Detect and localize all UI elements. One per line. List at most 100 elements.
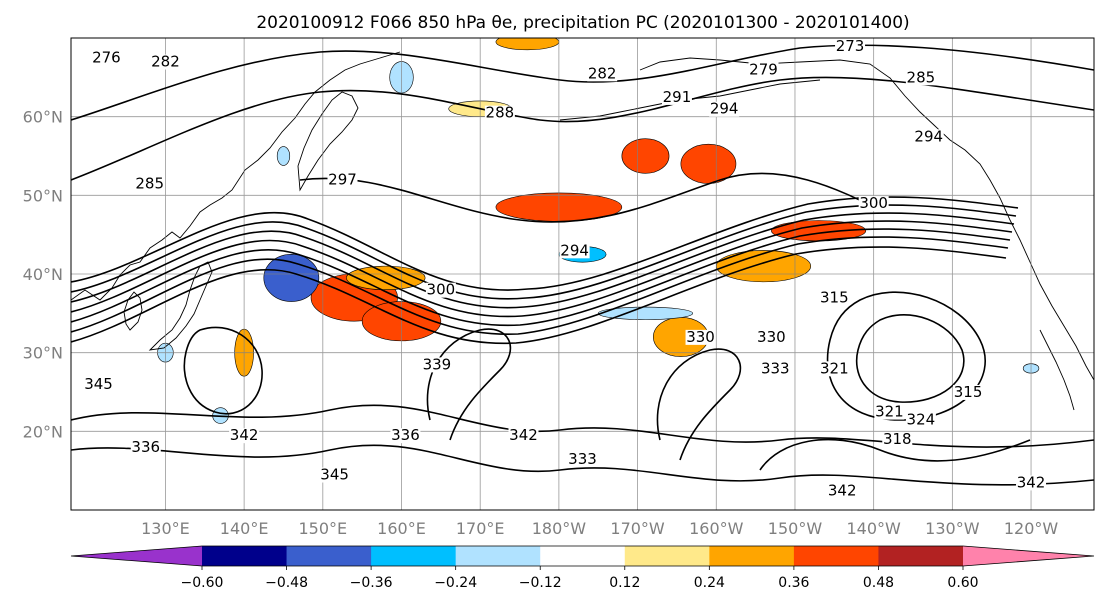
contour-label: 333 bbox=[568, 450, 597, 468]
colorbar-tick-label: −0.48 bbox=[265, 575, 308, 591]
colorbar-segment bbox=[878, 546, 964, 566]
contour-label: 342 bbox=[1017, 473, 1046, 491]
precip-region-8 bbox=[715, 250, 812, 283]
colorbar-segment bbox=[202, 546, 288, 566]
contour-label-background bbox=[748, 62, 779, 78]
colorbar-segment bbox=[624, 546, 710, 566]
contour-label-background bbox=[760, 361, 791, 377]
contour-jet-band-7 bbox=[71, 246, 1007, 345]
lon-tick-label: 130°W bbox=[925, 519, 980, 538]
contour-label: 345 bbox=[84, 375, 113, 393]
contour-label-background bbox=[559, 243, 590, 259]
colorbar-segment bbox=[286, 546, 372, 566]
contour-jet-band-1 bbox=[71, 228, 1011, 327]
contour-label-background bbox=[827, 483, 858, 499]
contour-hook-3 bbox=[759, 438, 1031, 471]
contour-label: 300 bbox=[427, 281, 456, 299]
contour-label-background bbox=[484, 105, 515, 121]
contour-label: 315 bbox=[954, 383, 983, 401]
contour-labels: 276 282 285 297 294 282 288 273 279 291 294 285 294 3… bbox=[83, 37, 1047, 499]
latitude-axis: 60°N 50°N 40°N 30°N 20°N bbox=[23, 108, 63, 442]
precip-region-1 bbox=[346, 265, 426, 291]
contour-jet-band-6 bbox=[71, 236, 1009, 335]
lat-tick-label: 30°N bbox=[23, 344, 63, 363]
contour-label: 330 bbox=[686, 328, 715, 346]
colorbar: −0.60 −0.48 −0.36 −0.24 −0.12 0.12 0.24 0.36 0.4… bbox=[70, 545, 1095, 591]
coastline-baja bbox=[1039, 329, 1075, 411]
contour-subtropics-2 bbox=[71, 444, 1094, 486]
lat-tick-label: 20°N bbox=[23, 422, 63, 441]
contour-label-background bbox=[835, 38, 866, 54]
contour-label-background bbox=[91, 50, 122, 66]
colorbar-extend-low bbox=[71, 546, 202, 566]
contour-northern-2 bbox=[71, 44, 1094, 121]
contour-label-background bbox=[819, 290, 850, 306]
contour-label: 282 bbox=[588, 64, 617, 82]
contour-label: 339 bbox=[423, 355, 452, 373]
precip-region-4 bbox=[621, 138, 670, 174]
colorbar-segment bbox=[455, 546, 541, 566]
contour-label-background bbox=[83, 377, 114, 393]
contour-northern-1 bbox=[71, 76, 1094, 181]
theta-e-contours bbox=[71, 44, 1094, 486]
contour-label-background bbox=[425, 282, 456, 298]
contour-label-background bbox=[130, 440, 161, 455]
contour-label-background bbox=[905, 70, 936, 86]
contour-label-background bbox=[319, 467, 350, 483]
contour-label: 342 bbox=[230, 426, 259, 444]
colorbar-segment bbox=[709, 546, 795, 566]
contour-label-background bbox=[709, 101, 740, 117]
contour-label-background bbox=[858, 196, 889, 212]
contour-west-gyre bbox=[183, 326, 263, 415]
contour-label: 276 bbox=[92, 49, 121, 67]
colorbar-ticks: −0.60 −0.48 −0.36 −0.24 −0.12 0.12 0.24 0.36 0.4… bbox=[181, 566, 979, 591]
contour-label: 315 bbox=[820, 289, 849, 307]
coastline-japan bbox=[148, 261, 213, 351]
colorbar-segment bbox=[793, 546, 879, 566]
contour-label: 297 bbox=[328, 171, 357, 189]
lon-tick-label: 170°E bbox=[456, 519, 505, 538]
longitude-axis: 130°E 140°E 150°E 160°E 170°E 180°W 170°W 160°W… bbox=[141, 519, 1058, 538]
lon-tick-label: 150°W bbox=[768, 519, 823, 538]
contour-label-background bbox=[1016, 475, 1047, 491]
lon-tick-label: 170°W bbox=[610, 519, 665, 538]
contour-label-background bbox=[661, 89, 692, 105]
contour-label: 318 bbox=[883, 430, 912, 448]
contour-label: 273 bbox=[836, 37, 865, 55]
colorbar-tick-label: 0.12 bbox=[609, 575, 640, 591]
map-frame bbox=[70, 37, 1095, 511]
precip-region-16 bbox=[276, 146, 291, 166]
contour-label: 294 bbox=[560, 241, 589, 259]
contour-label: 342 bbox=[828, 481, 857, 499]
contour-label: 333 bbox=[761, 359, 790, 377]
colorbar-tick-label: −0.12 bbox=[519, 575, 562, 591]
chart-title: 2020100912 F066 850 hPa θe, precipitatio… bbox=[256, 13, 909, 33]
contour-label-background bbox=[421, 357, 452, 373]
contour-label-background bbox=[756, 329, 787, 345]
contour-label-background bbox=[874, 404, 905, 420]
lat-tick-label: 40°N bbox=[23, 265, 63, 284]
contour-label-background bbox=[685, 329, 716, 345]
contour-label: 342 bbox=[509, 426, 538, 444]
contour-label-background bbox=[390, 428, 421, 444]
colorbar-tick-label: −0.24 bbox=[434, 575, 477, 591]
coastline-korea bbox=[123, 291, 143, 331]
contour-label-background bbox=[150, 54, 181, 70]
lon-tick-label: 160°W bbox=[689, 519, 744, 538]
lon-tick-label: 140°E bbox=[220, 519, 269, 538]
contour-label: 321 bbox=[875, 403, 904, 421]
lon-tick-label: 160°E bbox=[377, 519, 426, 538]
lon-tick-label: 180°W bbox=[532, 519, 587, 538]
contour-label: 285 bbox=[907, 68, 936, 86]
contour-gyre-east-inner bbox=[856, 314, 965, 403]
contour-label-background bbox=[587, 66, 618, 82]
colorbar-tick-label: −0.60 bbox=[181, 575, 224, 591]
colorbar-tick-label: 0.36 bbox=[778, 575, 809, 591]
contour-label: 336 bbox=[391, 426, 420, 444]
contour-label-background bbox=[913, 129, 944, 145]
colorbar-tick-label: 0.48 bbox=[863, 575, 894, 591]
contour-label: 330 bbox=[757, 328, 786, 346]
contour-label: 294 bbox=[710, 100, 739, 118]
colorbar-segment bbox=[540, 546, 626, 566]
